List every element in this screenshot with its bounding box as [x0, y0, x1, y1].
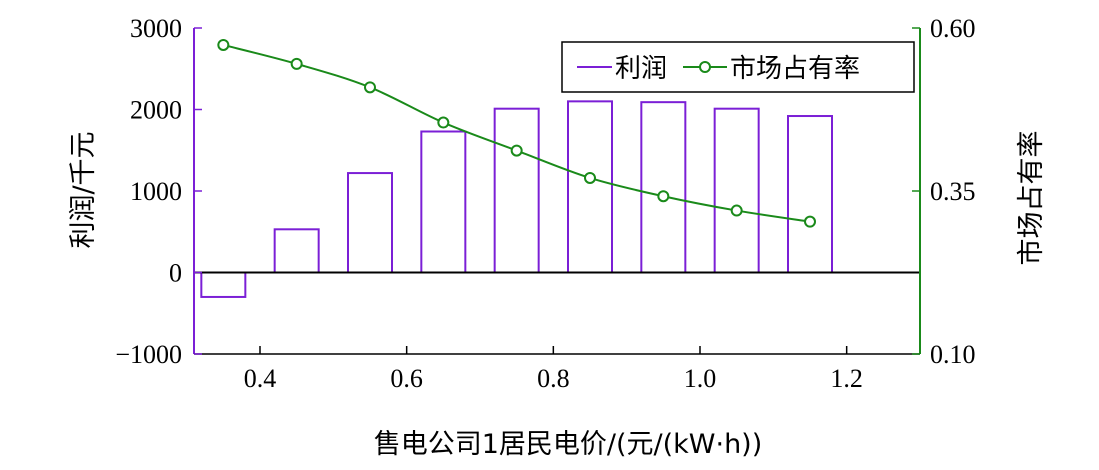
profit-bar [493, 107, 540, 274]
legend-label-profit: 利润 [615, 54, 667, 84]
market-share-point [730, 204, 743, 217]
profit-bar [273, 228, 320, 274]
profit-bars [200, 100, 833, 298]
legend-marker-share [699, 61, 711, 73]
market-share-line [217, 38, 816, 228]
ticks: 0.4 0.6 0.8 1.0 1.2 3000 2000 1000 0 −1000 0.60 0.3… [115, 14, 975, 393]
y-right-tick-label: 0.60 [930, 14, 976, 43]
profit-bar [347, 172, 393, 274]
market-share-point [804, 215, 816, 228]
market-share-point [290, 57, 303, 70]
legend-label-share: 市场占有率 [730, 54, 860, 84]
market-share-point [437, 116, 450, 129]
y-right-tick-label: 0.10 [930, 340, 976, 369]
y-right-axis-title: 市场占有率 [1016, 131, 1047, 266]
market-share-point [657, 190, 670, 203]
profit-bar [567, 100, 613, 274]
y-right-tick-label: 0.35 [930, 177, 976, 206]
y-left-tick-label: 2000 [130, 96, 182, 125]
legend-box [561, 41, 915, 93]
market-share-point [510, 144, 523, 157]
profit-bar [713, 107, 760, 274]
x-tick-label: 1.0 [684, 364, 717, 393]
x-axis-title: 售电公司1居民电价/(元/(kW·h)) [374, 429, 763, 460]
market-share-point [217, 38, 230, 51]
x-tick-label: 0.8 [537, 364, 570, 393]
profit-bar [640, 101, 687, 274]
profit-bar [420, 130, 467, 274]
y-left-tick-label: 1000 [130, 177, 182, 206]
x-tick-label: 1.2 [830, 364, 863, 393]
profit-bar [200, 271, 247, 298]
legend: 利润 市场占有率 [561, 41, 915, 93]
y-left-tick-label: 3000 [130, 14, 182, 43]
x-tick-label: 0.6 [390, 364, 423, 393]
y-left-tick-label: 0 [169, 259, 182, 288]
profit-bar [787, 115, 833, 274]
y-left-tick-label: −1000 [115, 340, 182, 369]
x-tick-label: 0.4 [244, 364, 277, 393]
market-share-point [584, 171, 596, 184]
market-share-point [364, 81, 376, 94]
y-left-axis-title: 利润/千元 [68, 131, 99, 248]
